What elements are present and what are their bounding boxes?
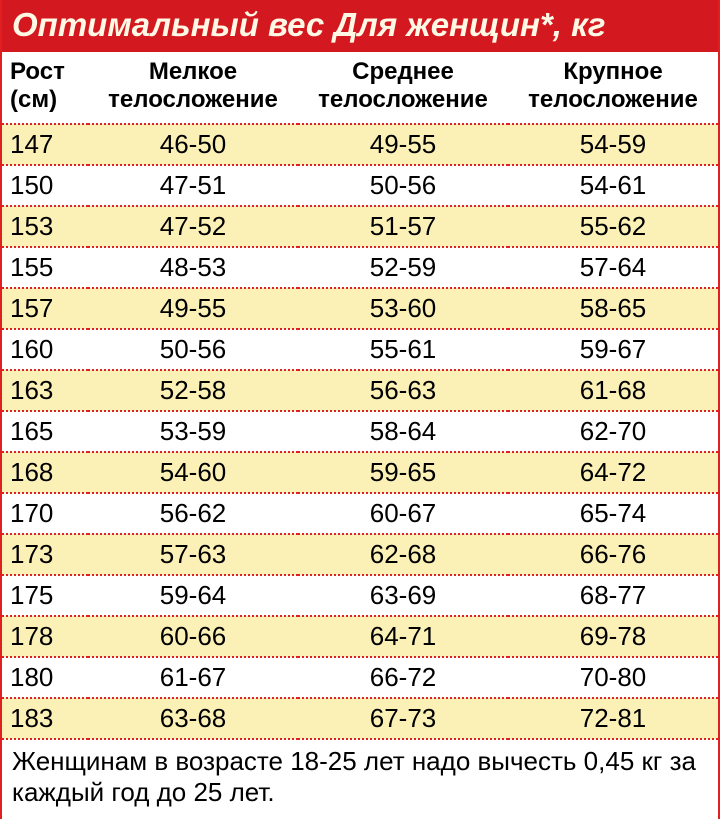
cell-weight: 47-52 xyxy=(88,206,298,247)
table-row: 16352-5856-6361-68 xyxy=(2,370,718,411)
cell-weight: 68-77 xyxy=(508,575,718,616)
cell-height: 160 xyxy=(2,329,88,370)
cell-weight: 57-64 xyxy=(508,247,718,288)
table-row: 15548-5352-5957-64 xyxy=(2,247,718,288)
cell-height: 147 xyxy=(2,124,88,165)
table-body: 14746-5049-5554-5915047-5150-5654-611534… xyxy=(2,124,718,739)
cell-weight: 52-59 xyxy=(298,247,508,288)
cell-weight: 60-67 xyxy=(298,493,508,534)
cell-weight: 56-63 xyxy=(298,370,508,411)
table-title: Оптимальный вес Для женщин*, кг xyxy=(2,0,718,52)
header-row: Рост (см) Мелкое телосложение Среднее те… xyxy=(2,52,718,124)
cell-height: 165 xyxy=(2,411,88,452)
cell-weight: 59-64 xyxy=(88,575,298,616)
table-row: 18061-6766-7270-80 xyxy=(2,657,718,698)
table-row: 15749-5553-6058-65 xyxy=(2,288,718,329)
cell-weight: 60-66 xyxy=(88,616,298,657)
cell-height: 173 xyxy=(2,534,88,575)
weight-table-container: Оптимальный вес Для женщин*, кг Рост (см… xyxy=(0,0,720,819)
cell-weight: 72-81 xyxy=(508,698,718,739)
col-header-height: Рост (см) xyxy=(2,52,88,124)
table-row: 18363-6867-7372-81 xyxy=(2,698,718,739)
table-header: Рост (см) Мелкое телосложение Среднее те… xyxy=(2,52,718,124)
cell-height: 153 xyxy=(2,206,88,247)
table-row: 17559-6463-6968-77 xyxy=(2,575,718,616)
cell-height: 155 xyxy=(2,247,88,288)
table-row: 16553-5958-6462-70 xyxy=(2,411,718,452)
table-row: 15347-5251-5755-62 xyxy=(2,206,718,247)
cell-weight: 55-61 xyxy=(298,329,508,370)
cell-weight: 48-53 xyxy=(88,247,298,288)
cell-weight: 54-59 xyxy=(508,124,718,165)
cell-height: 168 xyxy=(2,452,88,493)
cell-weight: 50-56 xyxy=(88,329,298,370)
cell-weight: 66-76 xyxy=(508,534,718,575)
cell-weight: 64-72 xyxy=(508,452,718,493)
cell-weight: 64-71 xyxy=(298,616,508,657)
cell-weight: 67-73 xyxy=(298,698,508,739)
cell-weight: 65-74 xyxy=(508,493,718,534)
cell-weight: 62-70 xyxy=(508,411,718,452)
footnote-text: Женщинам в возрасте 18-25 лет надо вычес… xyxy=(2,740,718,818)
cell-weight: 59-67 xyxy=(508,329,718,370)
cell-weight: 55-62 xyxy=(508,206,718,247)
cell-height: 150 xyxy=(2,165,88,206)
cell-weight: 61-68 xyxy=(508,370,718,411)
cell-weight: 66-72 xyxy=(298,657,508,698)
cell-weight: 63-68 xyxy=(88,698,298,739)
cell-height: 178 xyxy=(2,616,88,657)
col-header-large: Крупное телосложение xyxy=(508,52,718,124)
cell-height: 175 xyxy=(2,575,88,616)
table-row: 16050-5655-6159-67 xyxy=(2,329,718,370)
cell-weight: 53-59 xyxy=(88,411,298,452)
cell-height: 157 xyxy=(2,288,88,329)
table-row: 17357-6362-6866-76 xyxy=(2,534,718,575)
weight-table: Рост (см) Мелкое телосложение Среднее те… xyxy=(2,52,718,740)
cell-weight: 46-50 xyxy=(88,124,298,165)
cell-weight: 49-55 xyxy=(88,288,298,329)
cell-height: 170 xyxy=(2,493,88,534)
cell-weight: 54-61 xyxy=(508,165,718,206)
cell-weight: 69-78 xyxy=(508,616,718,657)
table-row: 16854-6059-6564-72 xyxy=(2,452,718,493)
cell-weight: 70-80 xyxy=(508,657,718,698)
table-row: 15047-5150-5654-61 xyxy=(2,165,718,206)
cell-weight: 63-69 xyxy=(298,575,508,616)
cell-weight: 61-67 xyxy=(88,657,298,698)
cell-weight: 58-65 xyxy=(508,288,718,329)
col-header-medium: Среднее телосложение xyxy=(298,52,508,124)
cell-height: 183 xyxy=(2,698,88,739)
table-row: 17860-6664-7169-78 xyxy=(2,616,718,657)
cell-height: 163 xyxy=(2,370,88,411)
cell-weight: 49-55 xyxy=(298,124,508,165)
table-row: 17056-6260-6765-74 xyxy=(2,493,718,534)
cell-weight: 51-57 xyxy=(298,206,508,247)
cell-weight: 59-65 xyxy=(298,452,508,493)
cell-weight: 52-58 xyxy=(88,370,298,411)
cell-weight: 47-51 xyxy=(88,165,298,206)
cell-weight: 53-60 xyxy=(298,288,508,329)
cell-height: 180 xyxy=(2,657,88,698)
cell-weight: 58-64 xyxy=(298,411,508,452)
cell-weight: 50-56 xyxy=(298,165,508,206)
cell-weight: 54-60 xyxy=(88,452,298,493)
col-header-small: Мелкое телосложение xyxy=(88,52,298,124)
cell-weight: 62-68 xyxy=(298,534,508,575)
cell-weight: 57-63 xyxy=(88,534,298,575)
table-row: 14746-5049-5554-59 xyxy=(2,124,718,165)
cell-weight: 56-62 xyxy=(88,493,298,534)
